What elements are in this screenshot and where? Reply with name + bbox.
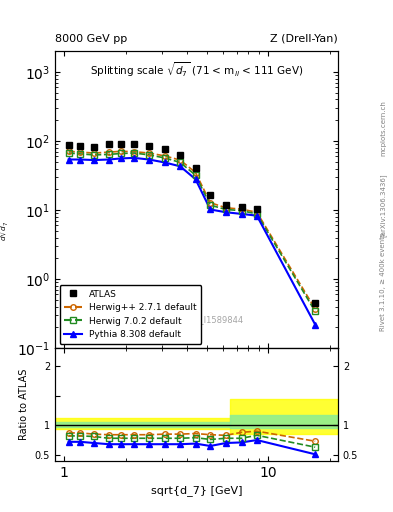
Text: [arXiv:1306.3436]: [arXiv:1306.3436] [380,173,387,237]
Y-axis label: Ratio to ATLAS: Ratio to ATLAS [19,369,29,440]
Legend: ATLAS, Herwig++ 2.7.1 default, Herwig 7.0.2 default, Pythia 8.308 default: ATLAS, Herwig++ 2.7.1 default, Herwig 7.… [59,285,202,344]
Text: 8000 GeV pp: 8000 GeV pp [55,33,127,44]
Text: mcplots.cern.ch: mcplots.cern.ch [380,100,386,156]
Text: ATLAS_2017_I1589844: ATLAS_2017_I1589844 [149,315,244,325]
Text: Z (Drell-Yan): Z (Drell-Yan) [270,33,338,44]
Y-axis label: $\frac{d\sigma}{d\sqrt{d_7}}$ [pb,GeV$^{-1}$]: $\frac{d\sigma}{d\sqrt{d_7}}$ [pb,GeV$^{… [0,158,11,241]
Text: Rivet 3.1.10, ≥ 400k events: Rivet 3.1.10, ≥ 400k events [380,232,386,331]
Text: Splitting scale $\sqrt{d_7}$ (71 < m$_{ll}$ < 111 GeV): Splitting scale $\sqrt{d_7}$ (71 < m$_{l… [90,60,303,79]
X-axis label: sqrt{d_7} [GeV]: sqrt{d_7} [GeV] [151,485,242,496]
